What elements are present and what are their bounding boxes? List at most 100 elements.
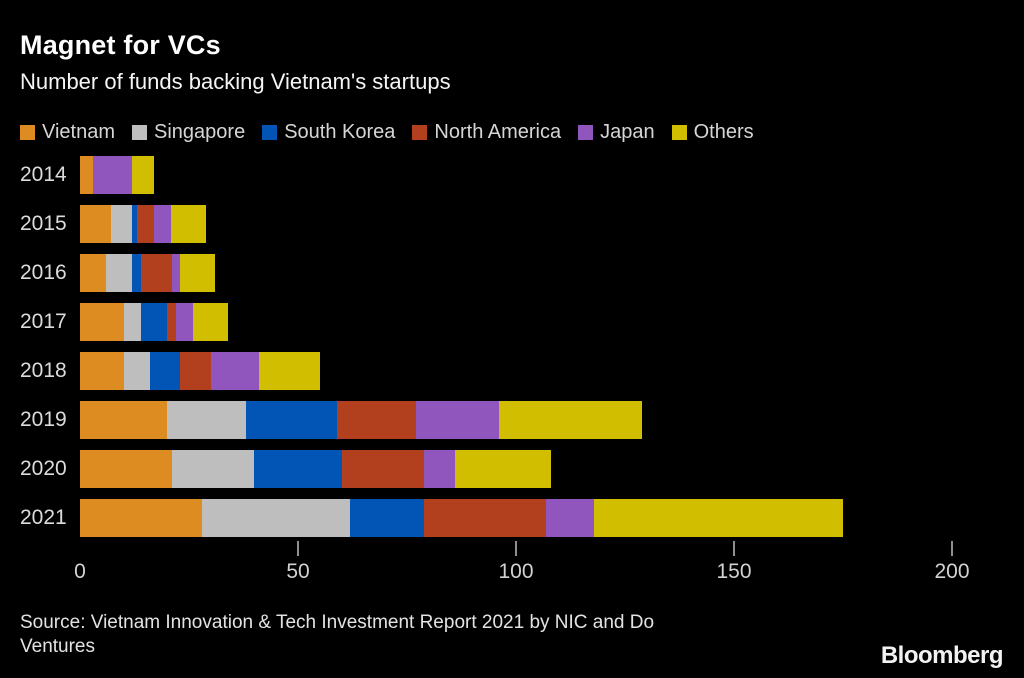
bar-row-2015: 2015 xyxy=(0,205,1024,243)
bar-segment-singapore xyxy=(106,254,133,292)
bar-segment-north-america xyxy=(180,352,211,390)
bar-segment-others xyxy=(454,450,551,488)
legend-item-singapore: Singapore xyxy=(132,121,245,144)
legend-swatch-others xyxy=(671,125,687,140)
bar-segment-vietnam xyxy=(80,205,111,243)
bar-segment-singapore xyxy=(110,205,133,243)
legend-label: North America xyxy=(434,121,562,143)
bar-segment-north-america xyxy=(424,499,547,537)
y-axis-label: 2017 xyxy=(20,310,67,333)
axis-tick xyxy=(951,541,953,556)
x-axis-tick-label: 0 xyxy=(74,560,86,583)
stacked-bar xyxy=(80,401,952,439)
x-axis-tick-label: 100 xyxy=(498,560,534,583)
legend-item-north-america: North America xyxy=(412,121,561,144)
legend-swatch-singapore xyxy=(132,125,148,140)
y-axis-label: 2015 xyxy=(20,212,67,235)
x-axis-tick-label: 200 xyxy=(934,560,970,583)
legend-swatch-vietnam xyxy=(20,125,35,140)
bar-row-2016: 2016 xyxy=(0,254,1024,292)
bar-segment-singapore xyxy=(123,303,141,341)
legend-item-japan: Japan xyxy=(578,121,655,144)
legend-swatch-north-america xyxy=(412,125,428,140)
bar-row-2017: 2017 xyxy=(0,303,1024,341)
legend-swatch-japan xyxy=(578,125,594,140)
x-axis-tick-label: 150 xyxy=(716,560,752,583)
bar-segment-others xyxy=(594,499,843,537)
bar-segment-japan xyxy=(154,205,172,243)
chart-title: Magnet for VCs xyxy=(20,30,221,60)
legend-label: Singapore xyxy=(154,121,246,143)
x-axis-tick-label: 50 xyxy=(286,560,310,583)
bar-segment-north-america xyxy=(136,205,155,243)
legend-swatch-south-korea xyxy=(262,125,278,140)
legend-label: Vietnam xyxy=(42,121,116,143)
source-line-2: Ventures xyxy=(20,636,95,657)
bar-segment-vietnam xyxy=(80,303,124,341)
bar-segment-others xyxy=(171,205,207,243)
bar-segment-japan xyxy=(424,450,455,488)
bar-segment-others xyxy=(193,303,229,341)
bar-segment-singapore xyxy=(171,450,255,488)
bar-segment-others xyxy=(258,352,320,390)
bar-segment-singapore xyxy=(123,352,150,390)
bar-segment-japan xyxy=(546,499,595,537)
y-axis-label: 2014 xyxy=(20,163,67,186)
legend-item-south-korea: South Korea xyxy=(262,121,395,144)
stacked-bar xyxy=(80,205,952,243)
bar-segment-singapore xyxy=(202,499,351,537)
bar-segment-others xyxy=(180,254,216,292)
bar-segment-japan xyxy=(175,303,194,341)
legend-label: South Korea xyxy=(284,121,396,143)
legend-label: Japan xyxy=(600,121,655,143)
chart-subtitle: Number of funds backing Vietnam's startu… xyxy=(20,69,451,94)
stacked-bar xyxy=(80,499,952,537)
bar-row-2021: 2021 xyxy=(0,499,1024,537)
bar-row-2019: 2019 xyxy=(0,401,1024,439)
stacked-bar xyxy=(80,352,952,390)
bar-segment-japan xyxy=(93,156,133,194)
y-axis-label: 2021 xyxy=(20,506,67,529)
axis-tick xyxy=(297,541,299,556)
y-axis-label: 2016 xyxy=(20,261,67,284)
y-axis-label: 2020 xyxy=(20,457,67,480)
bar-segment-south-korea xyxy=(149,352,181,390)
bar-segment-vietnam xyxy=(80,254,107,292)
bar-segment-vietnam xyxy=(80,401,168,439)
bar-segment-north-america xyxy=(167,303,176,341)
bar-rows: 2014 2015 2016 2017 2018 2019 2020 2021 xyxy=(0,156,1024,537)
bar-segment-others xyxy=(132,156,155,194)
bar-segment-japan xyxy=(171,254,181,292)
bar-segment-north-america xyxy=(341,450,425,488)
stacked-bar xyxy=(80,254,952,292)
source-note: Source: Vietnam Innovation & Tech Invest… xyxy=(20,611,654,659)
axis-tick xyxy=(515,541,517,556)
bar-row-2014: 2014 xyxy=(0,156,1024,194)
bar-segment-south-korea xyxy=(132,254,142,292)
y-axis-label: 2019 xyxy=(20,408,67,431)
x-axis-ticks xyxy=(80,541,953,556)
stacked-bar xyxy=(80,156,952,194)
bar-segment-south-korea xyxy=(140,303,168,341)
bar-segment-vietnam xyxy=(80,450,172,488)
bar-segment-singapore xyxy=(167,401,246,439)
legend-item-vietnam: Vietnam xyxy=(20,121,115,144)
x-axis-labels: 0 50 100 150 200 xyxy=(74,560,969,586)
bar-segment-south-korea xyxy=(254,450,342,488)
bloomberg-logo: Bloomberg xyxy=(880,642,1004,669)
source-line-1: Source: Vietnam Innovation & Tech Invest… xyxy=(20,612,655,633)
stacked-bar xyxy=(80,303,952,341)
bar-segment-japan xyxy=(415,401,499,439)
bar-segment-vietnam xyxy=(80,499,203,537)
legend: Vietnam Singapore South Korea North America… xyxy=(20,121,754,144)
bar-segment-south-korea xyxy=(132,205,137,243)
bar-segment-north-america xyxy=(141,254,172,292)
bar-row-2020: 2020 xyxy=(0,450,1024,488)
bar-segment-north-america xyxy=(337,401,416,439)
legend-label: Others xyxy=(693,121,754,143)
y-axis-label: 2018 xyxy=(20,359,67,382)
bar-row-2018: 2018 xyxy=(0,352,1024,390)
legend-item-others: Others xyxy=(671,121,754,144)
bar-segment-others xyxy=(498,401,643,439)
